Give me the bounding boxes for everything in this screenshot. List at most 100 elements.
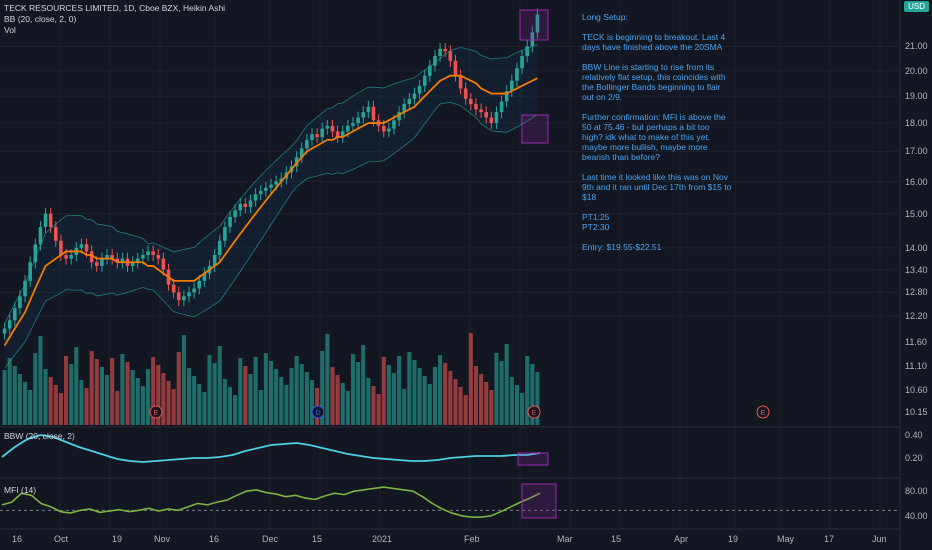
event-marker	[756, 405, 770, 419]
symbol-title[interactable]: TECK RESOURCES LIMITED, 1D, Cboe BZX, He…	[4, 3, 226, 13]
candle-body	[156, 255, 161, 259]
bb-indicator-label[interactable]: BB (20, close, 2, 0)	[4, 14, 77, 24]
note-pt1: PT1:25	[582, 212, 610, 222]
volume-bar	[171, 389, 176, 425]
volume-bar	[284, 385, 289, 425]
volume-bar	[207, 355, 212, 425]
candle-body	[387, 128, 391, 132]
volume-bar	[186, 368, 192, 425]
price-tick-label: 13.40	[905, 264, 928, 275]
volume-bar	[525, 356, 530, 425]
price-tick-label: 12.20	[905, 311, 928, 322]
volume-bar	[197, 384, 202, 425]
time-tick-label: 2021	[372, 534, 393, 544]
volume-bar	[120, 354, 125, 425]
price-tick-label: 19.00	[905, 91, 928, 102]
candle-body	[64, 255, 68, 259]
volume-bar	[320, 351, 325, 425]
candle-body	[412, 93, 417, 99]
candle-body	[105, 255, 109, 259]
volume-bar	[63, 356, 69, 425]
candle-body	[479, 109, 483, 113]
annotation-note[interactable]: Long Setup: TECK is beginning to breakou…	[582, 12, 732, 262]
bbw-pane-title[interactable]: BBW (20, close, 2)	[4, 431, 75, 441]
volume-bar	[494, 353, 499, 425]
volume-bar	[156, 365, 161, 425]
volume-bar	[2, 370, 7, 425]
mfi-tick-label: 80.00	[905, 486, 928, 496]
event-label: E	[532, 410, 537, 417]
candle-body	[510, 80, 514, 91]
volume-bar	[453, 379, 458, 425]
volume-bar	[448, 371, 453, 425]
time-tick-label: Nov	[154, 534, 171, 544]
candle-body	[443, 48, 448, 52]
candle-body	[120, 258, 125, 263]
time-tick-label: 19	[112, 534, 123, 544]
time-tick-label: Oct	[54, 534, 69, 544]
candle-body	[192, 288, 196, 293]
volume-bar	[202, 392, 207, 425]
candle-body	[371, 106, 376, 121]
volume-bar	[304, 372, 309, 425]
candle-body	[89, 251, 94, 263]
note-paragraph-1: TECK is beginning to breakout. Last 4 da…	[582, 32, 726, 52]
candle-body	[335, 131, 340, 138]
candle-body	[397, 112, 401, 121]
highlight-boxes[interactable]	[517, 9, 557, 519]
vol-indicator-label[interactable]: Vol	[4, 25, 16, 35]
candle-body	[228, 216, 232, 228]
candle-body	[269, 184, 273, 188]
volume-bar	[340, 383, 345, 425]
volume-bar	[12, 366, 17, 425]
volume-bar	[484, 382, 489, 425]
volume-bar	[222, 379, 227, 425]
time-tick-label: Feb	[464, 534, 480, 544]
grid-lines	[0, 0, 900, 528]
volume-bar	[350, 354, 356, 425]
candle-body	[248, 200, 253, 208]
bbw-line	[1, 434, 541, 463]
pane-dividers[interactable]	[0, 0, 901, 550]
event-marker	[527, 405, 541, 419]
volume-bar	[233, 395, 238, 425]
volume-bar	[509, 377, 514, 425]
volume-bar	[514, 385, 519, 425]
candle-body	[356, 117, 360, 124]
volume-bar	[381, 357, 386, 425]
volume-bar	[135, 378, 140, 425]
volume-bar	[535, 372, 540, 425]
time-tick-label: May	[777, 534, 795, 544]
price-tick-label: 15.00	[905, 208, 928, 219]
volume-bar	[386, 365, 391, 425]
candle-body	[381, 125, 386, 132]
highlight-box	[517, 452, 549, 466]
candle-body	[504, 90, 509, 102]
time-tick-label: 15	[611, 534, 622, 544]
candle-body	[422, 75, 427, 86]
candle-body	[110, 255, 114, 259]
mfi-tick-label: 40.00	[905, 511, 928, 521]
volume-bar	[151, 357, 156, 425]
volume-bar	[248, 374, 253, 425]
price-tick-label: 20.00	[905, 65, 928, 76]
volume-bar	[243, 366, 248, 425]
candle-body	[161, 258, 166, 270]
candle-body	[463, 88, 468, 99]
candle-body	[525, 46, 529, 57]
candle-body	[151, 251, 155, 256]
volume-bar	[33, 353, 38, 425]
volume-bar	[463, 395, 468, 425]
sma20-line	[3, 74, 538, 347]
price-tick-label: 11.10	[905, 361, 927, 371]
volume-bar	[253, 357, 258, 425]
volume-bar	[432, 367, 438, 425]
mfi-pane-title[interactable]: MFI (14)	[4, 485, 37, 495]
candle-body	[453, 60, 458, 76]
volume-bar	[181, 335, 186, 425]
price-tick-label: 17.00	[905, 146, 928, 157]
candle-body	[484, 112, 488, 118]
volume-bar	[325, 334, 330, 425]
